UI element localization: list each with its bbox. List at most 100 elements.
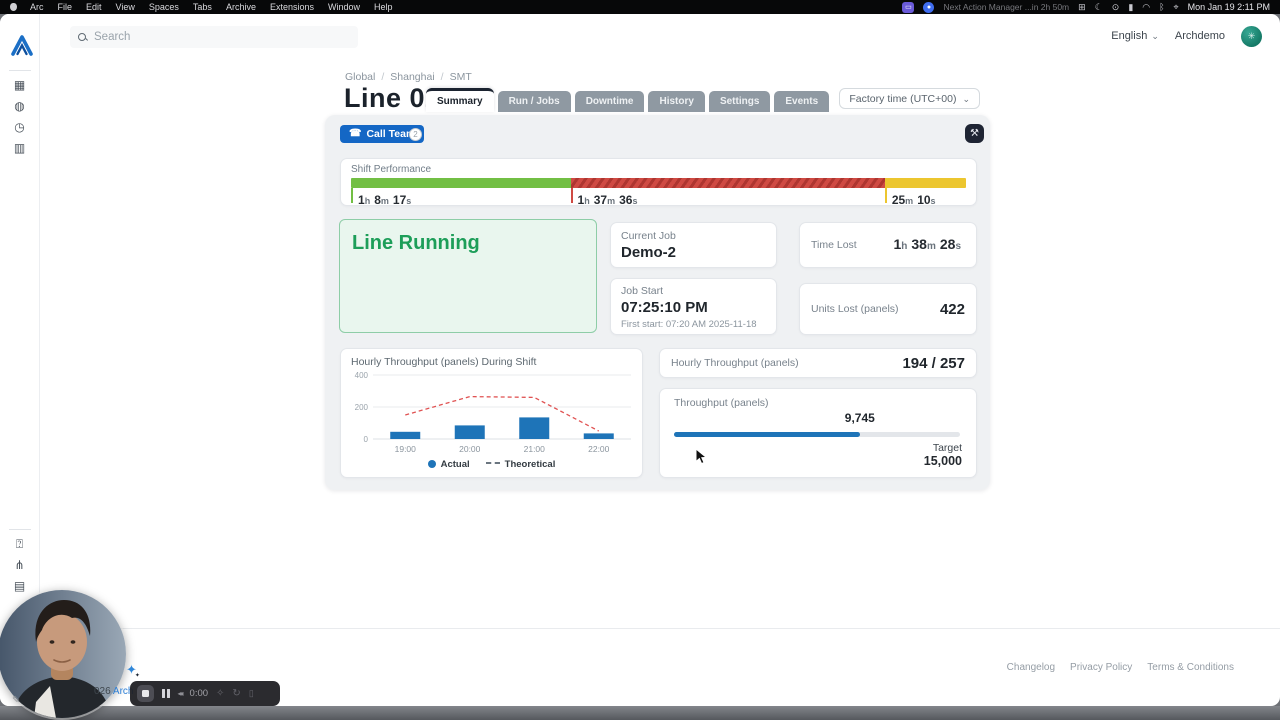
call-team-label: Call Team xyxy=(366,128,416,140)
call-team-button[interactable]: ☎ Call Team xyxy=(340,125,425,143)
language-selector[interactable]: English ⌄ xyxy=(1111,30,1159,42)
status-icon[interactable]: ⌖ xyxy=(1173,1,1179,12)
rewind-icon[interactable]: ◂◂ xyxy=(177,689,184,698)
search-input[interactable] xyxy=(94,31,334,43)
recorder-toolbar: ◂◂ 0:00 ✧ ↻ ▯ xyxy=(130,681,280,706)
footer-divider xyxy=(0,628,1280,629)
menubar-status-text: Next Action Manager ...in 2h 50m xyxy=(943,2,1070,12)
trash-icon[interactable]: ▯ xyxy=(248,688,254,698)
status-icon[interactable]: ᛒ xyxy=(1159,1,1165,12)
account-name[interactable]: Archdemo xyxy=(1174,30,1225,42)
segment-duration: 1h 37m 36s xyxy=(577,193,638,207)
job-start-label: Job Start xyxy=(621,285,664,297)
svg-text:400: 400 xyxy=(355,371,369,380)
menubar-item[interactable]: Tabs xyxy=(192,2,212,12)
tab-summary[interactable]: Summary xyxy=(426,88,494,112)
shift-segment-down[interactable] xyxy=(570,178,885,188)
svg-text:20:00: 20:00 xyxy=(459,444,481,454)
menubar-status-area: ▭ ● Next Action Manager ...in 2h 50m ⊞ ☾ ⊙… xyxy=(902,1,1280,13)
footer-link-changelog[interactable]: Changelog xyxy=(1006,662,1056,673)
menubar-item[interactable]: Spaces xyxy=(148,2,179,12)
legend-actual-dot xyxy=(427,460,436,468)
blue-app-icon[interactable]: ● xyxy=(923,1,935,13)
time-lost-card: Time Lost 1h 38m 28s xyxy=(799,222,977,268)
language-label: English xyxy=(1111,30,1148,42)
current-job-card: Current Job Demo-2 xyxy=(610,222,777,268)
webcam-video xyxy=(0,590,126,718)
sidebar-divider-bottom xyxy=(8,529,31,530)
status-icon[interactable]: ☾ xyxy=(1094,1,1103,12)
annotate-icon[interactable]: ✎ xyxy=(12,695,21,706)
shift-performance-label: Shift Performance xyxy=(351,164,432,175)
chart-legend: Actual Theoretical xyxy=(341,459,642,470)
shift-performance-bar xyxy=(351,178,966,188)
purple-app-icon[interactable]: ▭ xyxy=(902,1,915,13)
grid-icon[interactable]: ▦ xyxy=(13,78,26,92)
hourly-throughput-chart-card: Hourly Throughput (panels) During Shift … xyxy=(340,348,643,478)
throughput-value: 9,745 xyxy=(844,411,875,425)
shift-segment-running[interactable] xyxy=(351,178,571,188)
units-lost-value: 422 xyxy=(939,300,965,318)
tab-downtime[interactable]: Downtime xyxy=(574,91,645,112)
chart-title: Hourly Throughput (panels) During Shift xyxy=(351,356,537,368)
target-label: Target xyxy=(932,442,962,454)
search-bar[interactable] xyxy=(70,26,358,48)
menubar-item[interactable]: Archive xyxy=(225,2,256,12)
menubar-item[interactable]: Help xyxy=(374,2,393,12)
timezone-selector[interactable]: Factory time (UTC+00) ⌄ xyxy=(839,88,980,109)
browser-window: ▦ ◍ ◷ ▥ ⍰ ⋔ ▤ English ⌄ Archdemo ✳ Global / Sha… xyxy=(0,14,1280,706)
webcam-bubble[interactable] xyxy=(0,590,126,718)
apple-menu-icon[interactable] xyxy=(10,3,17,11)
shift-segment-idle[interactable] xyxy=(884,178,966,188)
line-status-card[interactable]: Line Running xyxy=(339,219,597,333)
sparkle-icon[interactable]: ✦ xyxy=(126,662,142,678)
menubar-item[interactable]: Extensions xyxy=(269,2,314,12)
help-icon[interactable]: ⍰ xyxy=(15,536,24,551)
chevron-down-icon: ⌄ xyxy=(1151,31,1159,41)
tab-history[interactable]: History xyxy=(648,91,705,112)
effects-icon[interactable]: ✧ xyxy=(216,688,225,699)
target-value: 15,000 xyxy=(923,454,962,468)
sidebar-top-icons: ▦ ◍ ◷ ▥ xyxy=(9,71,31,158)
menubar-item[interactable]: View xyxy=(115,2,135,12)
menubar-item[interactable]: File xyxy=(57,2,73,12)
maintenance-tools-button[interactable]: ⚒ xyxy=(965,124,984,143)
menubar-item[interactable]: Edit xyxy=(86,2,102,12)
columns-icon[interactable]: ▥ xyxy=(13,141,26,155)
menubar-item[interactable]: Arc xyxy=(30,2,44,12)
app-logo-icon[interactable] xyxy=(9,33,35,59)
time-lost-value: 1h 38m 28s xyxy=(893,236,961,252)
copyright-link[interactable]: Arch S xyxy=(112,686,143,697)
timer-icon[interactable]: ◷ xyxy=(14,120,25,134)
avatar[interactable]: ✳ xyxy=(1241,25,1262,47)
throughput-target: Target 15,000 xyxy=(924,442,962,468)
throughput-label: Throughput (panels) xyxy=(674,397,769,409)
tab-run-jobs[interactable]: Run / Jobs xyxy=(497,91,571,112)
tab-settings[interactable]: Settings xyxy=(708,91,771,112)
pause-button[interactable] xyxy=(162,689,170,698)
breadcrumb-item[interactable]: SMT xyxy=(449,71,472,83)
breadcrumb-item[interactable]: Global xyxy=(345,71,376,83)
menubar-item[interactable]: Window xyxy=(327,2,360,12)
call-team-badge: 2 xyxy=(409,128,422,141)
menubar-items: Arc File Edit View Spaces Tabs Archive Extensio… xyxy=(23,2,400,12)
status-icon[interactable]: ⊞ xyxy=(1078,1,1086,12)
restart-icon[interactable]: ↻ xyxy=(232,688,241,699)
status-icon[interactable]: ⊙ xyxy=(1111,1,1120,12)
footer-link-privacy-policy[interactable]: Privacy Policy xyxy=(1070,662,1133,673)
desktop-edge xyxy=(0,706,1280,720)
share-icon[interactable]: ⋔ xyxy=(14,558,25,572)
hourly-throughput-label: Hourly Throughput (panels) xyxy=(671,357,799,369)
status-icon[interactable]: ▮ xyxy=(1128,1,1134,12)
stop-recording-button[interactable] xyxy=(137,685,154,702)
timezone-label: Factory time (UTC+00) xyxy=(849,92,957,105)
tab-events[interactable]: Events xyxy=(774,91,830,112)
hourly-throughput-card: Hourly Throughput (panels) 194 / 257 xyxy=(659,348,977,378)
menubar-clock[interactable]: Mon Jan 19 2:11 PM xyxy=(1187,2,1270,12)
footer-link-terms-conditions[interactable]: Terms & Conditions xyxy=(1147,662,1234,673)
time-lost-label: Time Lost xyxy=(811,239,857,251)
breadcrumb-item[interactable]: Shanghai xyxy=(390,71,435,83)
library-icon[interactable]: ▤ xyxy=(13,579,26,593)
status-icon[interactable]: ◠ xyxy=(1142,1,1151,12)
bulb-icon[interactable]: ◍ xyxy=(14,99,25,113)
